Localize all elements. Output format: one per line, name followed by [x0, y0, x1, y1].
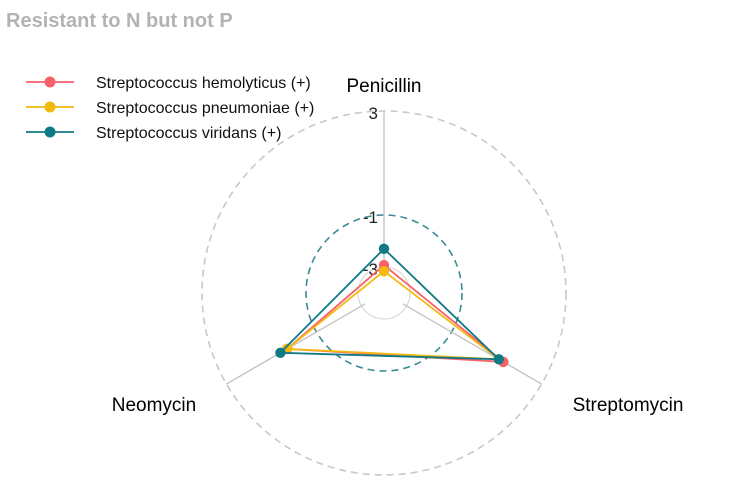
legend-label: Streptococcus viridans (+) [96, 125, 281, 142]
radial-tick-labels: 3-1-3 [363, 104, 378, 279]
axis-label: Neomycin [112, 395, 196, 416]
legend-marker [44, 126, 56, 138]
legend-entry: Streptococcus pneumoniae (+) [26, 100, 314, 117]
legend-entry: Streptococcus viridans (+) [26, 125, 281, 142]
series-layer [275, 243, 509, 368]
legend-label: Streptococcus pneumoniae (+) [96, 100, 314, 117]
chart-title: Resistant to N but not P [6, 10, 233, 32]
axis-label: Penicillin [347, 76, 422, 97]
series-line-1 [284, 270, 502, 361]
inner-ring [357, 266, 411, 320]
legend-label: Streptococcus hemolyticus (+) [96, 75, 311, 92]
data-point [493, 354, 505, 365]
legend-entry: Streptococcus hemolyticus (+) [26, 75, 311, 92]
data-point [275, 347, 286, 358]
series-line-2 [278, 247, 502, 361]
radial-tick-label: 3 [369, 104, 378, 123]
axis-label: Streptomycin [573, 395, 684, 416]
axis-labels: Penicillin Streptomycin Neomycin [112, 76, 684, 416]
legend-marker [44, 76, 56, 88]
axis-spoke [226, 303, 366, 385]
data-point [378, 243, 390, 254]
data-point [378, 265, 390, 277]
legend: Streptococcus hemolyticus (+) Streptococc… [26, 75, 314, 142]
axis-spoke [402, 303, 542, 385]
radial-tick-label: -1 [363, 208, 378, 227]
legend-marker [44, 101, 56, 113]
